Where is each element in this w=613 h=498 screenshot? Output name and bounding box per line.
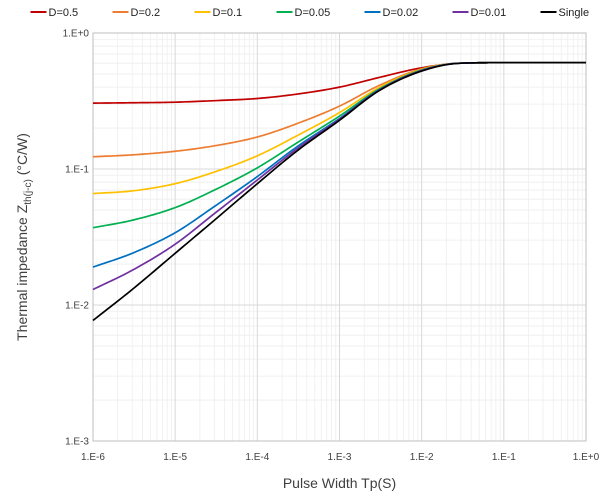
legend-label: D=0.02 bbox=[383, 7, 419, 19]
y-axis-title: Thermal impedance Zth(j-c) (°C/W) bbox=[14, 133, 34, 341]
y-tick-label: 1.E+0 bbox=[63, 29, 90, 40]
series-lines bbox=[92, 61, 586, 322]
y-tick-label: 1.E-2 bbox=[65, 301, 89, 312]
plot-area-frame bbox=[92, 32, 587, 442]
x-tick-label: 1.E-3 bbox=[328, 452, 352, 463]
y-axis-ticks: 1.E-3 1.E-2 1.E-1 1.E+0 bbox=[63, 29, 90, 448]
x-tick-label: 1.E-6 bbox=[81, 452, 105, 463]
y-tick-label: 1.E-3 bbox=[65, 437, 89, 448]
x-tick-label: 1.E-1 bbox=[492, 452, 516, 463]
x-tick-label: 1.E-2 bbox=[410, 452, 434, 463]
x-axis-title: Pulse Width Tp(S) bbox=[283, 475, 396, 491]
legend-label: D=0.1 bbox=[213, 7, 243, 19]
legend: D=0.5 D=0.2 D=0.1 D=0.05 D=0.02 D=0.01 Single bbox=[30, 7, 590, 19]
legend-label: D=0.2 bbox=[131, 7, 161, 19]
series-line-6 bbox=[92, 61, 586, 322]
y-axis-title-subscript: th(j-c) bbox=[23, 179, 34, 205]
x-axis-ticks: 1.E-6 1.E-5 1.E-4 1.E-3 1.E-2 1.E-1 1.E+0 bbox=[81, 452, 600, 463]
legend-label: D=0.05 bbox=[295, 7, 331, 19]
x-tick-label: 1.E-5 bbox=[163, 452, 187, 463]
x-tick-label: 1.E-4 bbox=[245, 452, 269, 463]
legend-label: Single bbox=[559, 7, 590, 19]
y-tick-label: 1.E-1 bbox=[65, 165, 89, 176]
grid bbox=[92, 32, 587, 442]
x-tick-label: 1.E+0 bbox=[573, 452, 600, 463]
legend-label: D=0.5 bbox=[49, 7, 79, 19]
legend-label: D=0.01 bbox=[471, 7, 507, 19]
y-axis-title-unit: (°C/W) bbox=[14, 133, 30, 179]
y-axis-title-main: Thermal impedance Z bbox=[14, 204, 30, 341]
